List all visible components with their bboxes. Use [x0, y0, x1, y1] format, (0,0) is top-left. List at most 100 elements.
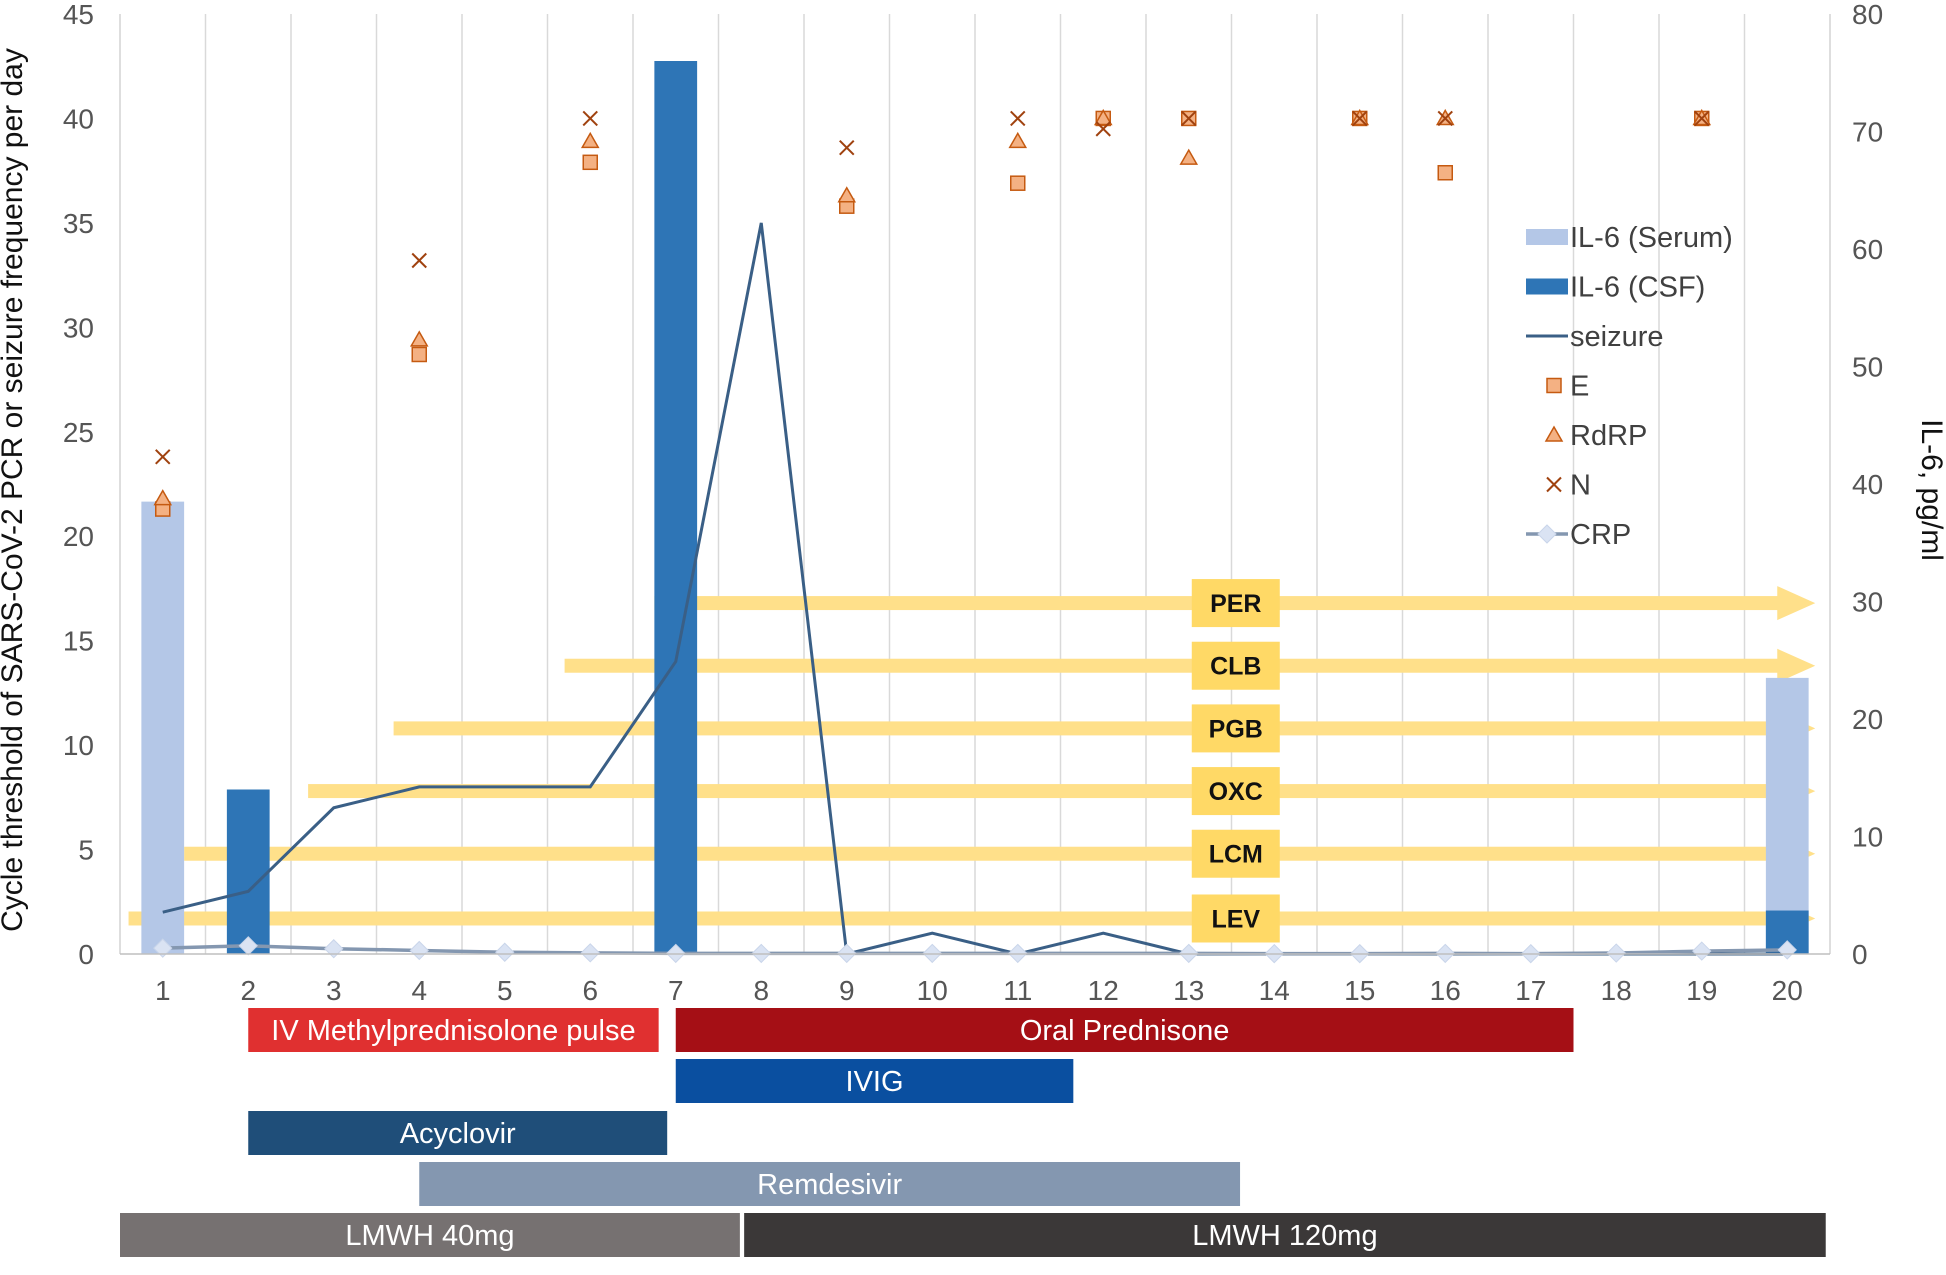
- y-right-tick-label: 30: [1852, 587, 1883, 618]
- x-tick-label: 17: [1515, 975, 1546, 1006]
- legend-item: E: [1546, 371, 1589, 403]
- x-tick-label: 12: [1088, 975, 1119, 1006]
- pcr-n-point: [1437, 110, 1453, 127]
- drug-arrow-shaft: [128, 911, 1780, 926]
- treatment-bar: Acyclovir: [248, 1111, 668, 1155]
- pcr-n-stroke: [1095, 121, 1111, 137]
- pcr-n-point: [839, 139, 855, 156]
- pcr-rdrp-point: [580, 131, 600, 149]
- treatment-rect: [744, 1213, 1826, 1257]
- pcr-n-stroke: [1352, 110, 1368, 127]
- legend-item: IL-6 (CSF): [1526, 272, 1705, 304]
- legend-label: E: [1570, 371, 1589, 403]
- pcr-n-stroke: [1694, 110, 1710, 127]
- y-right-tick-label: 10: [1852, 822, 1883, 853]
- crp-point: [1606, 943, 1626, 963]
- x-tick-label: 18: [1601, 975, 1632, 1006]
- drug-arrow-shaft: [564, 658, 1780, 673]
- x-tick-label: 4: [411, 975, 427, 1006]
- legend-swatch: [1526, 229, 1568, 245]
- y-left-tick-label: 10: [63, 730, 94, 761]
- pcr-n-stroke: [411, 252, 427, 269]
- y-left-tick-label: 45: [63, 0, 94, 30]
- crp-point: [153, 938, 173, 958]
- drug-arrow-head: [1777, 648, 1816, 683]
- y-right-tick-label: 20: [1852, 704, 1883, 735]
- legend-label: N: [1570, 470, 1591, 502]
- x-tick-label: 1: [155, 975, 171, 1006]
- drug-label: LCM: [1209, 841, 1263, 869]
- x-tick-label: 14: [1259, 975, 1290, 1006]
- x-tick-label: 20: [1772, 975, 1803, 1006]
- treatment-bar: LMWH 120mg: [744, 1213, 1826, 1257]
- crp-point: [409, 940, 429, 961]
- drug-label: PGB: [1209, 715, 1263, 743]
- pcr-n-point: [1694, 110, 1710, 127]
- x-tick-label: 16: [1430, 975, 1461, 1006]
- x-tick-label: 6: [582, 975, 598, 1006]
- legend-label: RdRP: [1570, 420, 1647, 452]
- treatment-bar: LMWH 40mg: [120, 1213, 740, 1257]
- treatment-label: Remdesivir: [757, 1169, 902, 1201]
- pcr-n-stroke: [839, 139, 855, 156]
- drug-label-box: [1191, 704, 1280, 753]
- pcr-rdrp-point: [1179, 148, 1199, 165]
- drug-label: PER: [1210, 590, 1261, 618]
- pcr-n-point: [1546, 476, 1562, 493]
- treatment-bar: Oral Prednisone: [675, 1008, 1574, 1052]
- pcr-rdrp-point: [1544, 425, 1564, 442]
- drug-label-box: [1191, 894, 1280, 943]
- drug-arrow-per: PER: [654, 579, 1816, 628]
- x-tick-label: 3: [326, 975, 342, 1006]
- x-tick-label: 9: [839, 975, 855, 1006]
- y-left-tick-label: 35: [63, 208, 94, 239]
- y-axis-right-title: IL-6, pg/ml: [1915, 419, 1946, 561]
- legend-marker: [1537, 524, 1557, 544]
- drug-arrow-head: [1777, 586, 1816, 621]
- treatment-rect: [248, 1008, 659, 1052]
- x-tick-label: 13: [1173, 975, 1204, 1006]
- legend-item: CRP: [1526, 519, 1631, 551]
- treatment-label: LMWH 40mg: [345, 1220, 514, 1252]
- x-tick-label: 8: [753, 975, 769, 1006]
- x-tick-label: 2: [240, 975, 256, 1006]
- pcr-n-point: [582, 110, 598, 127]
- pcr-e-point: [1437, 165, 1453, 181]
- treatment-rect: [675, 1008, 1574, 1052]
- legend-label: IL-6 (CSF): [1570, 272, 1705, 304]
- legend-label: CRP: [1570, 519, 1631, 551]
- il6-csf-bar: [226, 789, 270, 954]
- pcr-rdrp-point: [837, 186, 857, 203]
- x-tick-label: 5: [497, 975, 513, 1006]
- x-tick-label: 15: [1344, 975, 1375, 1006]
- pcr-n-stroke: [582, 110, 598, 127]
- drug-arrow-lcm: LCM: [184, 829, 1816, 878]
- pcr-e-point: [1010, 175, 1026, 191]
- pcr-n-stroke: [1181, 110, 1197, 127]
- pcr-markers: [153, 108, 1712, 517]
- legend: IL-6 (Serum) IL-6 (CSF) seizure E RdRP N CRP: [1526, 222, 1733, 551]
- y-right-tick-label: 60: [1852, 234, 1883, 265]
- drug-label: CLB: [1210, 653, 1261, 681]
- pcr-rdrp-point: [153, 489, 173, 506]
- treatment-label: Acyclovir: [400, 1118, 516, 1150]
- anticonvulsant-arrows: PER CLB PGB OXC LCM LEV: [128, 579, 1816, 943]
- pcr-rdrp-point: [1093, 108, 1113, 126]
- drug-label-box: [1191, 767, 1280, 816]
- treatment-rect: [675, 1059, 1074, 1103]
- crp-point: [324, 939, 344, 959]
- treatment-bar: IVIG: [675, 1059, 1074, 1103]
- pcr-e-point: [411, 346, 427, 363]
- y-right-tick-label: 40: [1852, 469, 1883, 500]
- x-tick-label: 7: [668, 975, 684, 1006]
- il6-csf-bar: [654, 61, 698, 954]
- drug-label-box: [1191, 641, 1280, 690]
- pcr-n-point: [1095, 121, 1111, 137]
- legend-item: IL-6 (Serum): [1526, 222, 1733, 254]
- y-right-tick-label: 0: [1852, 939, 1868, 970]
- x-tick-label: 19: [1686, 975, 1717, 1006]
- treatment-label: Oral Prednisone: [1020, 1015, 1230, 1047]
- pcr-e-point: [1546, 377, 1562, 394]
- pcr-rdrp-point: [409, 330, 429, 347]
